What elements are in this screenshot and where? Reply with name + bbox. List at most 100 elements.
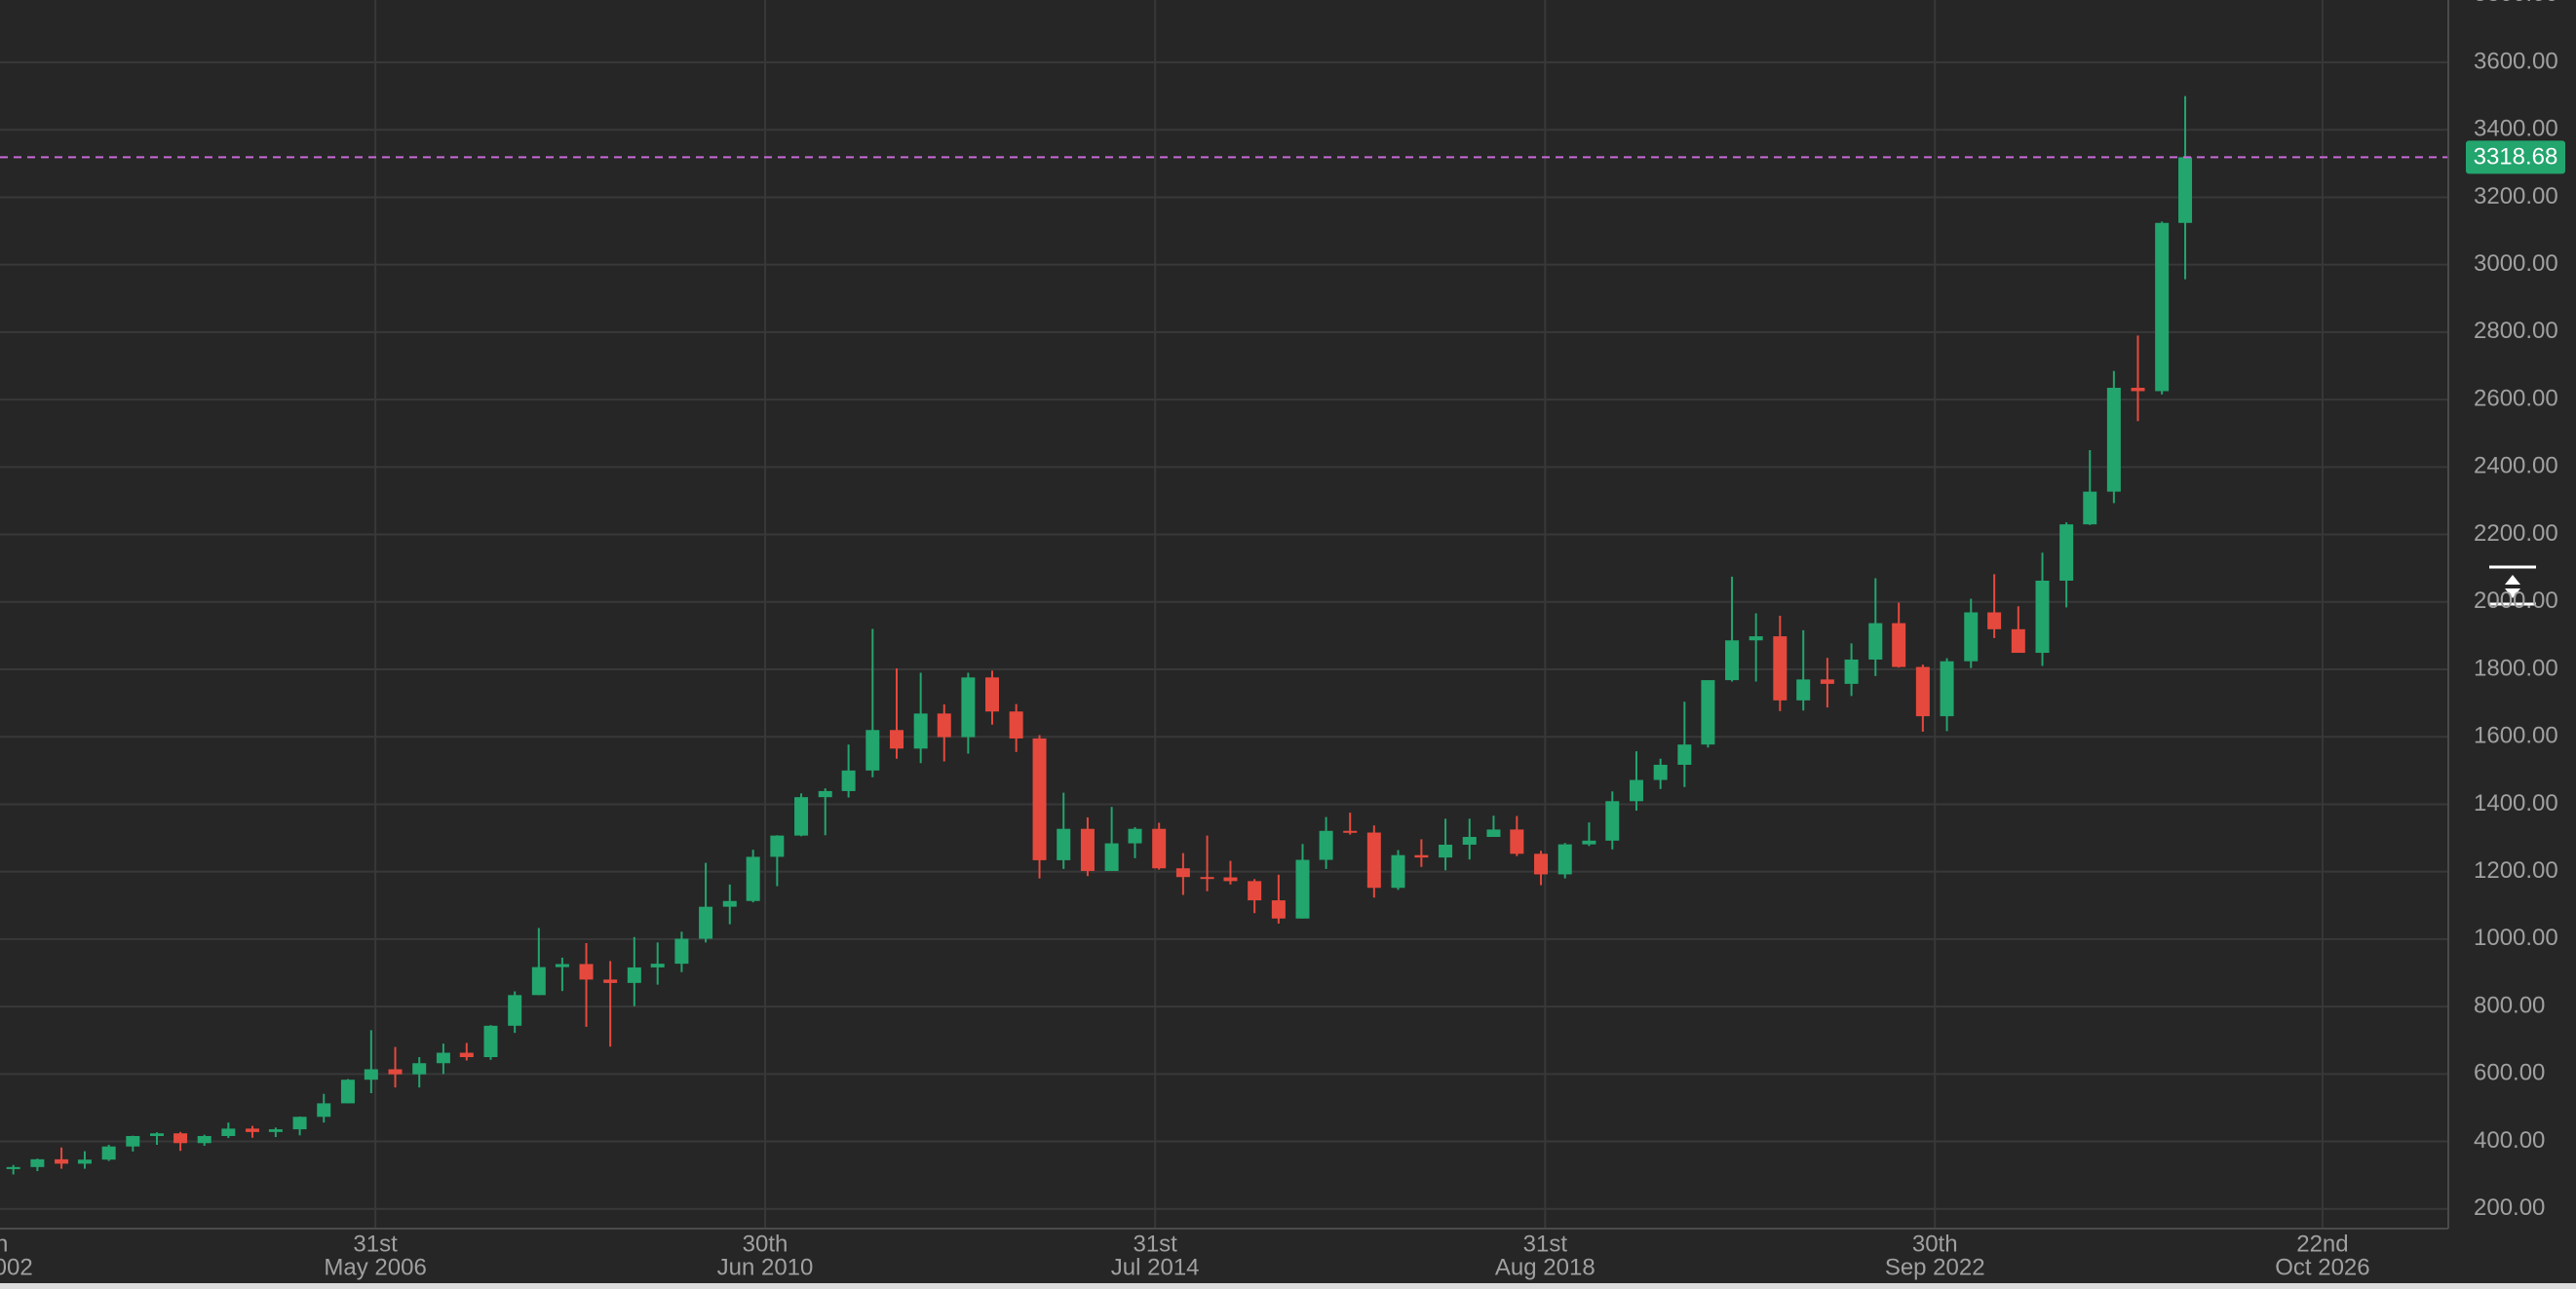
- x-tick-label: Oct 2026: [2275, 1254, 2369, 1280]
- candle-body: [1844, 659, 1859, 684]
- candle-body: [1987, 612, 2002, 629]
- candle-body: [1032, 738, 1047, 860]
- candle-body: [1319, 830, 1333, 860]
- candle-body: [746, 856, 760, 901]
- candle-body: [1175, 868, 1190, 878]
- candle-body: [890, 730, 904, 749]
- candle-body: [603, 979, 618, 983]
- candle-body: [245, 1128, 259, 1132]
- y-tick-label: 3000.00: [2474, 250, 2558, 277]
- candle-body: [1486, 829, 1501, 838]
- candle-body: [961, 677, 976, 738]
- candle-body: [1749, 636, 1763, 641]
- grid: [0, 0, 2448, 1229]
- candle-body: [1391, 854, 1405, 889]
- candle-body: [2106, 388, 2121, 492]
- candle-body: [1104, 843, 1119, 871]
- candle-body: [436, 1052, 450, 1064]
- candles: [6, 95, 2193, 1175]
- y-tick-label: 2600.00: [2474, 385, 2558, 411]
- candle-body: [1439, 844, 1453, 858]
- candle-body: [2011, 628, 2025, 654]
- candle-body: [1653, 764, 1668, 780]
- candle-body: [388, 1069, 403, 1075]
- candle-body: [1605, 801, 1620, 841]
- candle-body: [650, 964, 665, 967]
- y-tick-label: 400.00: [2474, 1127, 2545, 1154]
- candle-body: [412, 1063, 427, 1075]
- candle-body: [1343, 830, 1358, 833]
- candle-body: [818, 790, 832, 798]
- candle-body: [2178, 157, 2193, 223]
- candle-body: [1152, 828, 1167, 869]
- candle-body: [674, 938, 689, 965]
- candle-body: [1677, 744, 1692, 765]
- x-tick-label: 30th: [743, 1231, 788, 1257]
- y-tick-label: 3800.00: [2474, 0, 2558, 7]
- candle-body: [984, 677, 999, 712]
- candle-body: [1366, 832, 1381, 889]
- candle-body: [1964, 612, 1979, 662]
- candle-body: [937, 713, 951, 738]
- scale-icon-arrows: [2505, 575, 2520, 598]
- candle-body: [2035, 580, 2050, 654]
- bottom-strip: [0, 1283, 2576, 1289]
- candle-body: [483, 1025, 498, 1058]
- scale-icon[interactable]: [2489, 565, 2536, 606]
- candle-body: [317, 1103, 331, 1118]
- candle-body: [1462, 837, 1477, 845]
- y-tick-label: 3400.00: [2474, 116, 2558, 142]
- x-tick-label: Aug 2018: [1495, 1254, 1596, 1280]
- candle-body: [149, 1133, 164, 1136]
- candle-body: [1820, 679, 1834, 684]
- candle-body: [1868, 623, 1883, 660]
- y-tick-label: 2200.00: [2474, 520, 2558, 547]
- candle-body: [1248, 881, 1262, 901]
- candle-body: [841, 770, 856, 791]
- candle-body: [1510, 829, 1524, 854]
- candle-body: [1295, 859, 1310, 919]
- x-tick-label: Apr 2002: [0, 1254, 33, 1280]
- candle-body: [268, 1129, 283, 1132]
- last-price-box: [2466, 140, 2565, 174]
- candle-body: [1534, 853, 1549, 875]
- candle-body: [55, 1158, 69, 1164]
- candle-body: [1009, 711, 1023, 739]
- candle-body: [794, 797, 809, 836]
- candle-body: [913, 713, 928, 749]
- x-tick-label: Sep 2022: [1885, 1254, 1985, 1280]
- candle-body: [1271, 900, 1286, 919]
- y-tick-label: 1400.00: [2474, 790, 2558, 816]
- y-tick-label: 1600.00: [2474, 723, 2558, 749]
- x-tick-label: Jun 2010: [717, 1254, 814, 1280]
- candle-body: [1223, 877, 1238, 882]
- candle-body: [722, 900, 737, 907]
- candle-body: [1796, 679, 1811, 701]
- candle-body: [340, 1080, 355, 1104]
- candle-body: [1200, 877, 1214, 880]
- y-tick-label: 200.00: [2474, 1194, 2545, 1221]
- y-tick-label: 2000.00: [2474, 588, 2558, 614]
- candle-body: [1892, 623, 1906, 667]
- x-tick-label: 22nd: [2296, 1231, 2348, 1257]
- last-price-label: 3318.68: [2474, 144, 2558, 171]
- candle-body: [173, 1133, 188, 1144]
- candle-body: [197, 1135, 211, 1144]
- candle-body: [459, 1052, 474, 1058]
- candle-body: [699, 906, 713, 939]
- candle-body: [770, 835, 785, 857]
- candle-body: [364, 1069, 378, 1080]
- y-tick-label: 2400.00: [2474, 453, 2558, 479]
- candle-body: [126, 1135, 140, 1147]
- y-tick-label: 1800.00: [2474, 655, 2558, 681]
- candle-body: [1629, 779, 1643, 802]
- x-tick-label: 31st: [1523, 1231, 1568, 1257]
- candle-body: [77, 1159, 92, 1164]
- candle-body: [2059, 524, 2074, 581]
- candle-body: [30, 1158, 45, 1167]
- candle-body: [627, 967, 641, 983]
- y-tick-label: 800.00: [2474, 992, 2545, 1018]
- y-tick-label: 3600.00: [2474, 48, 2558, 74]
